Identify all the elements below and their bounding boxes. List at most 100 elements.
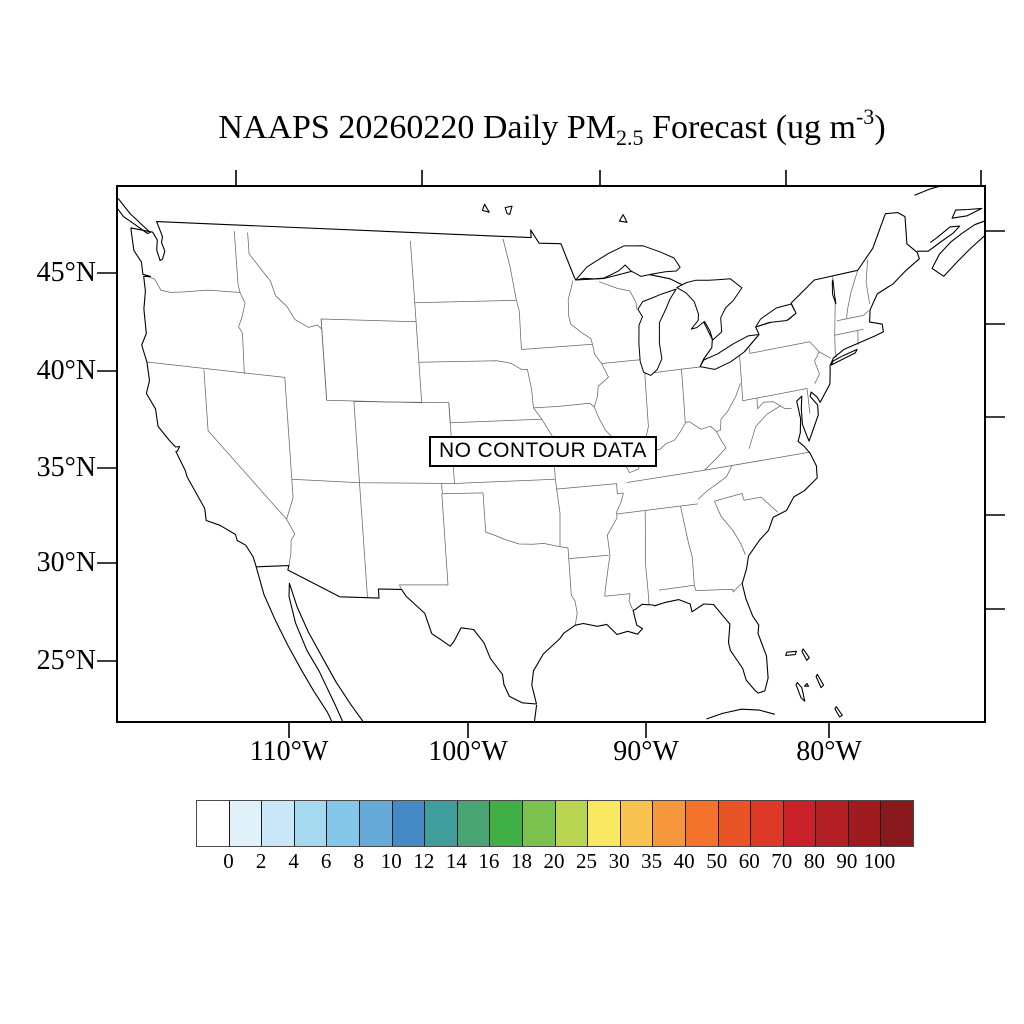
lake-outline [637, 288, 677, 376]
state-border [704, 431, 727, 471]
colorbar-cell-13 [620, 801, 654, 846]
state-border [568, 554, 609, 559]
coastline [288, 582, 365, 722]
state-border [359, 482, 368, 598]
colorbar-cell-5 [359, 801, 393, 846]
coastline [803, 682, 810, 687]
colorbar-label-2: 2 [255, 849, 267, 873]
colorbar-cell-3 [294, 801, 328, 846]
map-geography [117, 186, 1005, 722]
colorbar-label-40: 40 [673, 849, 695, 873]
state-border [680, 506, 695, 586]
colorbar-label-20: 20 [543, 849, 565, 873]
lake-outline [831, 279, 837, 305]
lat-label-30°N: 30°N [36, 547, 96, 578]
state-border [559, 546, 578, 626]
state-border [738, 348, 744, 401]
page-title: NAAPS 20260220 Daily PM2.5 Forecast (ug … [90, 104, 1014, 151]
colorbar-cell-1 [229, 801, 263, 846]
colorbar-cell-21 [881, 801, 914, 846]
state-border [806, 388, 811, 414]
state-border [286, 519, 296, 566]
colorbar-cell-19 [816, 801, 849, 846]
colorbar-cell-17 [751, 801, 784, 846]
state-border [414, 299, 517, 304]
state-border [616, 503, 698, 515]
state-border [521, 369, 543, 420]
state-border [846, 270, 859, 319]
coastline [801, 648, 810, 661]
colorbar-cell-16 [718, 801, 752, 846]
coastline [130, 212, 920, 705]
state-border [601, 359, 641, 364]
state-border [441, 483, 484, 495]
state-border [521, 343, 593, 350]
state-border [410, 240, 417, 322]
state-border [714, 493, 778, 513]
state-border [865, 259, 871, 304]
coastline [618, 214, 628, 223]
colorbar-label-8: 8 [353, 849, 364, 873]
state-border [644, 510, 650, 606]
coastline [255, 566, 333, 722]
colorbar-label-80: 80 [803, 849, 825, 873]
lon-label-100°W: 100°W [428, 736, 508, 767]
lake-outline [676, 278, 743, 341]
state-border [146, 361, 285, 378]
coastline [481, 203, 490, 213]
colorbar-label-70: 70 [771, 849, 793, 873]
coastline [830, 348, 858, 366]
coastline [706, 708, 775, 720]
state-border [203, 369, 287, 520]
colorbar-cell-0 [197, 801, 230, 846]
colorbar-cell-18 [783, 801, 817, 846]
colorbar-cell-9 [490, 801, 523, 846]
state-border [819, 351, 831, 359]
state-border [689, 383, 741, 432]
state-border [450, 418, 542, 424]
state-border [286, 479, 294, 520]
colorbar-label-10: 10 [380, 849, 402, 873]
coastline [815, 673, 825, 689]
title-subscript: 2.5 [616, 125, 644, 150]
coastline [993, 190, 1005, 220]
state-border [697, 465, 733, 500]
colorbar-label-0: 0 [223, 849, 234, 873]
colorbar-cell-2 [262, 801, 295, 846]
lake-outline [755, 303, 797, 328]
lake-outline [699, 334, 760, 370]
colorbar-cell-11 [555, 801, 589, 846]
state-border [144, 275, 241, 293]
state-border [834, 328, 864, 336]
colorbar-label-4: 4 [288, 849, 299, 873]
colorbar-label-12: 12 [413, 849, 435, 873]
lat-label-25°N: 25°N [36, 645, 96, 676]
colorbar-label-60: 60 [738, 849, 760, 873]
state-border [284, 377, 293, 480]
colorbar-label-18: 18 [510, 849, 532, 873]
state-border [454, 478, 556, 484]
no-contour-data-badge: NO CONTOUR DATA [429, 436, 657, 467]
us-map [97, 170, 1005, 738]
colorbar-label-6: 6 [320, 849, 332, 873]
colorbar-label-35: 35 [641, 849, 663, 873]
colorbar-cell-14 [653, 801, 686, 846]
title-middle: Forecast (ug m [643, 109, 856, 146]
state-border [291, 478, 360, 484]
lat-label-35°N: 35°N [36, 452, 96, 483]
colorbar-cell-20 [848, 801, 882, 846]
title-prefix: NAAPS 20260220 Daily PM [218, 109, 617, 146]
state-border [742, 388, 808, 402]
lon-label-80°W: 80°W [796, 736, 862, 767]
colorbar [196, 800, 914, 847]
colorbar-label-30: 30 [608, 849, 630, 873]
state-border [626, 451, 810, 483]
colorbar-label-14: 14 [445, 849, 467, 873]
state-border [502, 238, 517, 301]
coastline [931, 220, 985, 277]
state-border [592, 344, 609, 408]
lon-label-90°W: 90°W [613, 736, 679, 767]
colorbar-label-100: 100 [863, 849, 896, 873]
lat-label-45°N: 45°N [36, 257, 96, 288]
